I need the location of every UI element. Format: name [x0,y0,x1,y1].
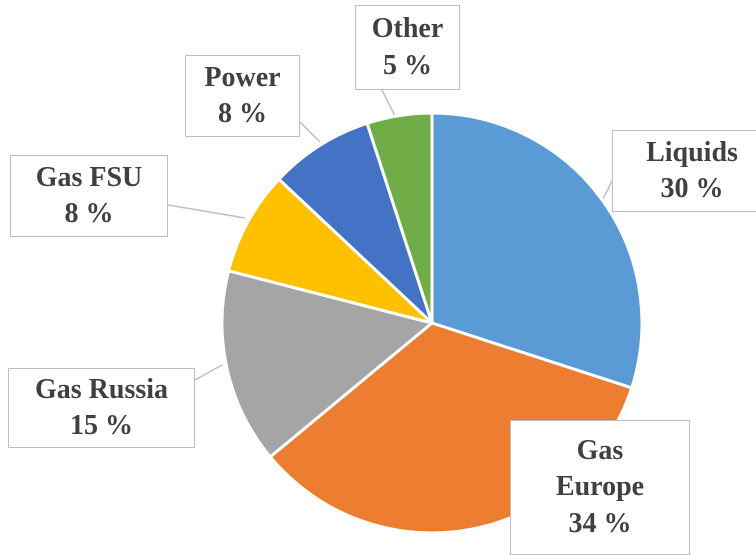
label-name: Gas FSU [35,161,143,193]
data-label: Gas Russia 15 % [8,368,195,448]
pie-slice [430,111,644,390]
label-value: 5 % [383,49,432,81]
label-name: Gas Europe [555,434,645,503]
label-value: 30 % [660,173,724,204]
label-name: Gas Russia [34,373,169,405]
pie-slice [276,121,434,325]
callout [299,121,321,143]
callout [167,204,246,219]
pie-slice [226,177,434,325]
label-value: 8 % [218,98,267,129]
data-label: Power 8 % [185,55,300,137]
data-label: Liquids 30 % [612,130,756,212]
label-name: Liquids [646,136,738,168]
pie-slice [365,111,434,324]
label-name: Power [204,61,281,93]
data-label: Gas Europe 34 % [510,420,690,555]
label-value: 34 % [568,507,632,539]
slices [220,111,644,535]
label-value: 15 % [70,410,133,441]
label-value: 8 % [64,198,114,229]
callout [381,89,396,117]
data-label: Other 5 % [355,5,460,90]
callout [194,364,223,381]
pie-slice [220,268,436,459]
data-label: Gas FSU 8 % [10,155,168,237]
label-name: Other [371,13,444,45]
